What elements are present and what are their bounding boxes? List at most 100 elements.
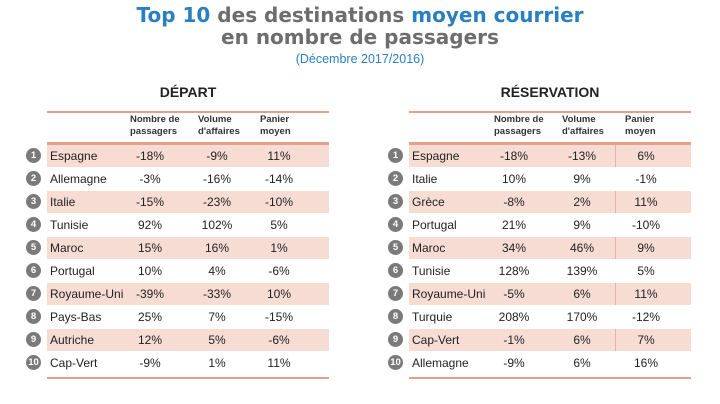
passagers-value: -8%	[503, 195, 525, 209]
row-background	[409, 145, 691, 167]
destination-name: Tunisie	[412, 264, 451, 278]
row-background	[47, 283, 329, 305]
row-background	[409, 329, 691, 351]
page-subtitle: (Décembre 2017/2016)	[295, 52, 425, 66]
col-label-line: Volume	[562, 114, 596, 125]
rank-badge: 7	[388, 286, 403, 301]
row-background	[47, 191, 329, 213]
panier-value: 5%	[270, 218, 288, 232]
volume-value: 16%	[204, 241, 230, 255]
passagers-value: -39%	[135, 287, 164, 301]
destination-name: Maroc	[50, 241, 84, 255]
rank-badge: 10	[26, 355, 41, 370]
panier-value: 10%	[266, 287, 292, 301]
table-row: 5 Maroc 34% 46% 9%	[388, 237, 698, 260]
panier-value: -12%	[631, 310, 660, 324]
volume-value: 6%	[573, 287, 591, 301]
volume-value: 7%	[208, 310, 226, 324]
reservation-rows: 1 Espagne -18% -13% 6% 2 Italie 10% 9% -1% 3 Grèce -…	[388, 145, 698, 375]
table-row: 2 Italie 10% 9% -1%	[388, 168, 698, 191]
panier-value: -15%	[264, 310, 293, 324]
volume-value: 4%	[208, 264, 226, 278]
column-header-passagers: Nombre de passagers	[130, 114, 180, 138]
destination-name: Allemagne	[412, 356, 469, 370]
destination-name: Espagne	[412, 149, 460, 163]
destination-name: Italie	[412, 172, 438, 186]
reservation-top-rule	[409, 111, 691, 113]
volume-value: 170%	[566, 310, 598, 324]
depart-bottom-rule	[47, 377, 329, 379]
column-header-passagers: Nombre de passagers	[494, 114, 544, 138]
column-header-volume: Volume d'affaires	[562, 114, 604, 138]
depart-rows: 1 Espagne -18% -9% 11% 2 Allemagne -3% -16% -14% 3…	[26, 145, 336, 375]
col-label-line: Nombre de	[130, 114, 180, 125]
volume-value: 6%	[573, 333, 591, 347]
passagers-value: 25%	[137, 310, 163, 324]
table-row: 3 Grèce -8% 2% 11%	[388, 191, 698, 214]
destination-name: Turquie	[412, 310, 453, 324]
panier-value: 11%	[634, 287, 658, 301]
panier-value: -14%	[264, 172, 293, 186]
col-label-line: d'affaires	[198, 126, 240, 137]
volume-value: -23%	[202, 195, 231, 209]
table-row: 1 Espagne -18% -9% 11%	[26, 145, 336, 168]
passagers-value: -9%	[139, 356, 161, 370]
rank-badge: 7	[26, 286, 41, 301]
destination-name: Pays-Bas	[50, 310, 102, 324]
row-background	[47, 145, 329, 167]
rank-badge: 8	[26, 309, 41, 324]
destination-name: Maroc	[412, 241, 446, 255]
destination-name: Grèce	[412, 195, 445, 209]
destination-name: Tunisie	[50, 218, 89, 232]
volume-value: 1%	[208, 356, 226, 370]
table-row: 2 Allemagne -3% -16% -14%	[26, 168, 336, 191]
panier-value: 9%	[637, 241, 655, 255]
rank-badge: 8	[388, 309, 403, 324]
passagers-value: -18%	[135, 149, 164, 163]
row-background	[47, 237, 329, 259]
rank-badge: 9	[388, 332, 403, 347]
panier-value: 16%	[633, 356, 659, 370]
panier-value: 6%	[637, 149, 655, 163]
title-top10: Top 10	[136, 3, 211, 27]
rank-badge: 3	[26, 194, 41, 209]
destination-name: Allemagne	[50, 172, 107, 186]
volume-value: -9%	[206, 149, 228, 163]
col-label-line: passagers	[494, 126, 542, 137]
volume-value: 139%	[566, 264, 598, 278]
rank-badge: 6	[388, 263, 403, 278]
table-row: 1 Espagne -18% -13% 6%	[388, 145, 698, 168]
volume-value: 46%	[569, 241, 595, 255]
destination-name: Cap-Vert	[50, 356, 98, 370]
passagers-value: 21%	[501, 218, 527, 232]
passagers-value: 15%	[137, 241, 163, 255]
table-row: 9 Autriche 12% 5% -6%	[26, 329, 336, 352]
passagers-value: 128%	[498, 264, 530, 278]
title-line-1: Top 10 des destinations moyen courrier	[0, 4, 720, 26]
passagers-value: 92%	[137, 218, 163, 232]
passagers-value: 10%	[137, 264, 163, 278]
table-row: 10 Cap-Vert -9% 1% 11%	[26, 352, 336, 375]
reservation-header-rule	[409, 142, 691, 145]
row-background	[409, 191, 691, 213]
title-highlight: moyen courrier	[411, 3, 584, 27]
panier-value: 7%	[637, 333, 655, 347]
destination-name: Espagne	[50, 149, 98, 163]
rank-badge: 1	[388, 148, 403, 163]
col-label-line: Volume	[198, 114, 232, 125]
volume-value: -13%	[567, 149, 596, 163]
destination-name: Portugal	[50, 264, 95, 278]
destination-name: Royaume-Uni	[50, 287, 124, 301]
col-label-line: moyen	[260, 126, 291, 137]
passagers-value: -3%	[139, 172, 161, 186]
passagers-value: -18%	[499, 149, 528, 163]
table-row: 6 Portugal 10% 4% -6%	[26, 260, 336, 283]
rank-badge: 6	[26, 263, 41, 278]
passagers-value: -1%	[503, 333, 525, 347]
reservation-title: RÉSERVATION	[500, 84, 600, 100]
table-row: 4 Portugal 21% 9% -10%	[388, 214, 698, 237]
column-header-panier: Panier moyen	[625, 114, 656, 138]
row-background	[47, 329, 329, 351]
table-row: 7 Royaume-Uni -5% 6% 11%	[388, 283, 698, 306]
volume-value: 9%	[573, 218, 591, 232]
